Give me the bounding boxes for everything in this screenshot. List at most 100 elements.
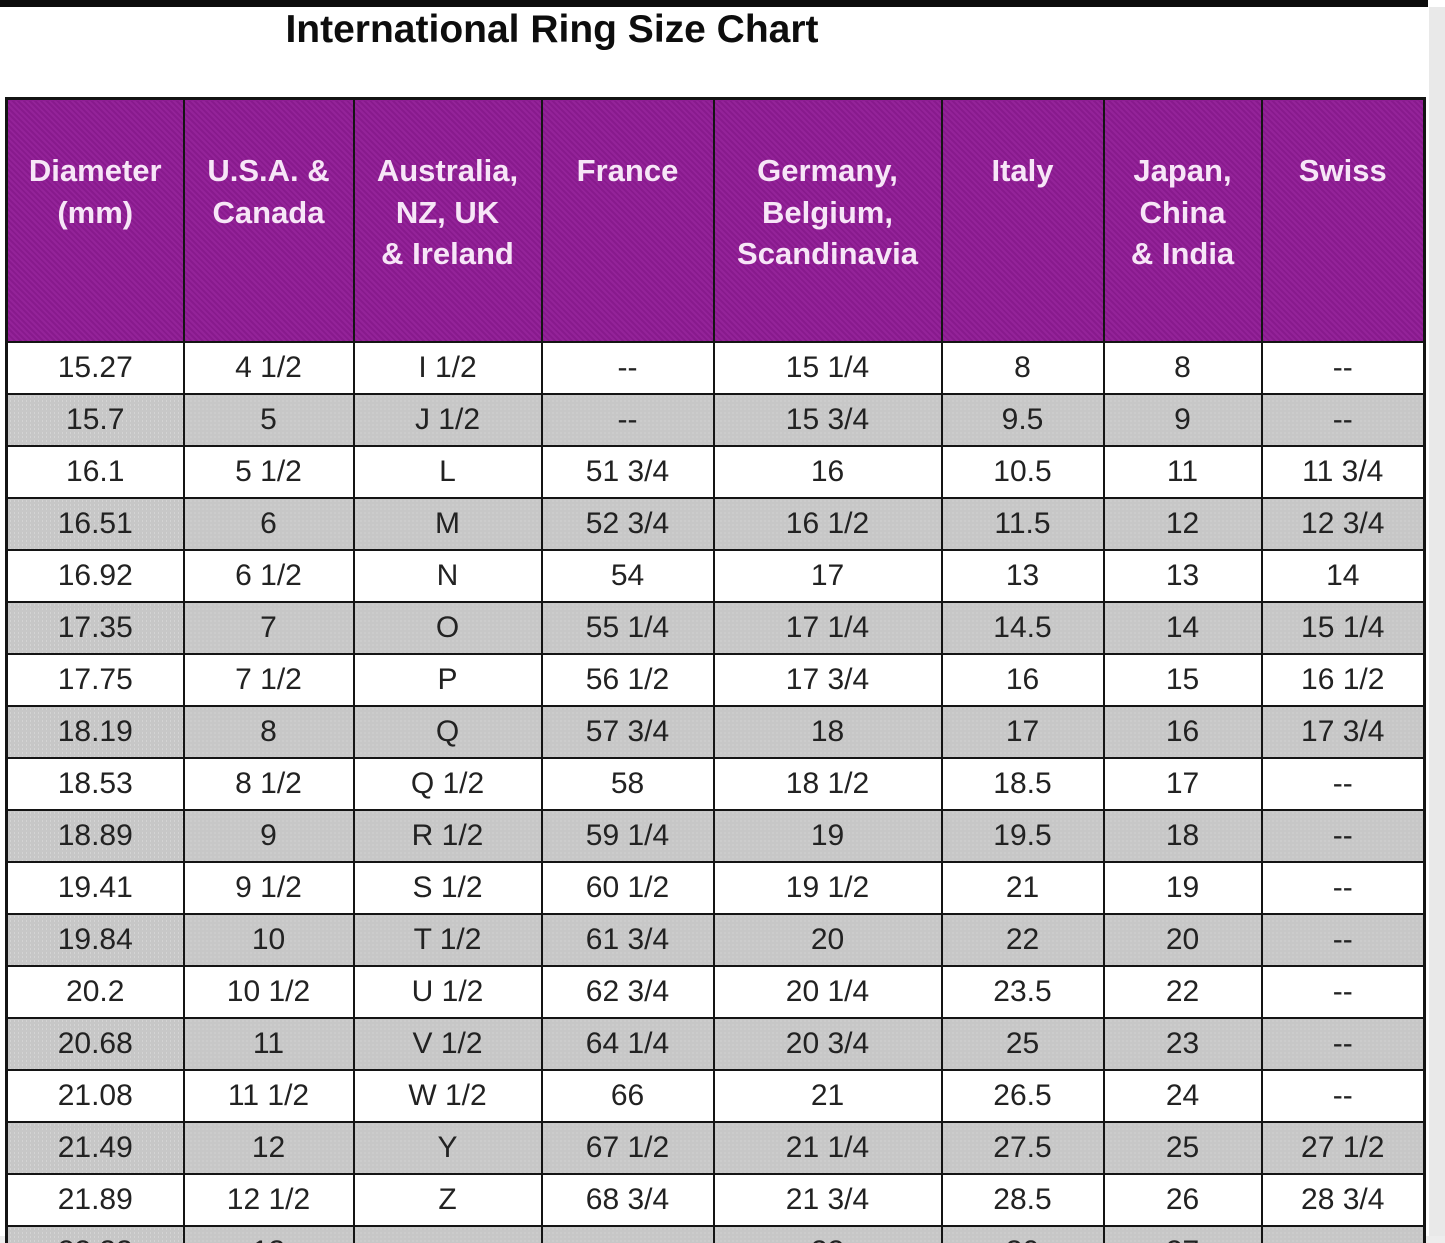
table-cell: 22 <box>712 1225 943 1243</box>
table-cell: T 1/2 <box>352 913 543 967</box>
table-cell: 11 1/2 <box>182 1069 355 1123</box>
table-cell: 12 3/4 <box>1260 497 1426 551</box>
table-cell: 17.35 <box>5 601 185 655</box>
table-cell: 10 <box>182 913 355 967</box>
table-cell: 21.49 <box>5 1121 185 1175</box>
table-cell: 19.41 <box>5 861 185 915</box>
table-row: 16.92 6 1/2 N 54 17 13 13 14 <box>5 549 1426 603</box>
table-cell: 23 <box>1102 1017 1263 1071</box>
table-cell: 20.68 <box>5 1017 185 1071</box>
table-cell: 7 1/2 <box>182 653 355 707</box>
table-cell: 17 <box>940 705 1105 759</box>
column-header-2: Australia, NZ, UK & Ireland <box>352 97 543 343</box>
table-cell: -- <box>1260 1225 1426 1243</box>
table-cell: 21.89 <box>5 1173 185 1227</box>
table-cell: 23.5 <box>940 965 1105 1019</box>
table-cell: 19 <box>712 809 943 863</box>
table-cell: 14 <box>1102 601 1263 655</box>
table-cell: 27.5 <box>940 1121 1105 1175</box>
table-cell: L <box>352 445 543 499</box>
table-cell: 62 3/4 <box>540 965 715 1019</box>
table-row: 15.27 4 1/2 I 1/2 -- 15 1/4 8 8 -- <box>5 341 1426 395</box>
table-cell: 18.19 <box>5 705 185 759</box>
table-cell: 17 <box>1102 757 1263 811</box>
table-cell: -- <box>1260 341 1426 395</box>
table-cell: 25 <box>1102 1121 1263 1175</box>
table-cell: 13 <box>1102 549 1263 603</box>
table-cell: 15 1/4 <box>1260 601 1426 655</box>
table-cell: 16 1/2 <box>712 497 943 551</box>
table-cell: -- <box>352 1225 543 1243</box>
table-cell: Z <box>352 1173 543 1227</box>
table-cell: 10.5 <box>940 445 1105 499</box>
table-cell: 60 1/2 <box>540 861 715 915</box>
table-cell: 11 <box>182 1017 355 1071</box>
table-cell: I 1/2 <box>352 341 543 395</box>
table-cell: 15.7 <box>5 393 185 447</box>
table-cell: 19.84 <box>5 913 185 967</box>
table-cell: 58 <box>540 757 715 811</box>
table-cell: V 1/2 <box>352 1017 543 1071</box>
table-cell: 28.5 <box>940 1173 1105 1227</box>
table-row: 18.53 8 1/2 Q 1/2 58 18 1/2 18.5 17 -- <box>5 757 1426 811</box>
table-cell: O <box>352 601 543 655</box>
table-cell: 16 <box>712 445 943 499</box>
table-cell: 5 1/2 <box>182 445 355 499</box>
table-cell: 8 1/2 <box>182 757 355 811</box>
table-cell: 26 <box>1102 1173 1263 1227</box>
table-cell: 16.51 <box>5 497 185 551</box>
table-cell: J 1/2 <box>352 393 543 447</box>
table-cell: 9 1/2 <box>182 861 355 915</box>
table-row: 21.49 12 Y 67 1/2 21 1/4 27.5 25 27 1/2 <box>5 1121 1426 1175</box>
table-cell: 21.08 <box>5 1069 185 1123</box>
table-cell: 28 3/4 <box>1260 1173 1426 1227</box>
table-cell: -- <box>1260 913 1426 967</box>
table-cell: 14 <box>1260 549 1426 603</box>
table-row: 21.89 12 1/2 Z 68 3/4 21 3/4 28.5 26 28 3/4 <box>5 1173 1426 1227</box>
page-title: International Ring Size Chart <box>285 8 819 51</box>
table-row: 18.89 9 R 1/2 59 1/4 19 19.5 18 -- <box>5 809 1426 863</box>
table-cell: 7 <box>182 601 355 655</box>
table-cell: 16 1/2 <box>1260 653 1426 707</box>
table-cell: 16 <box>1102 705 1263 759</box>
table-cell: 15.27 <box>5 341 185 395</box>
table-cell: 16.92 <box>5 549 185 603</box>
table-row: 20.2 10 1/2 U 1/2 62 3/4 20 1/4 23.5 22 -- <box>5 965 1426 1019</box>
table-cell: 9 <box>1102 393 1263 447</box>
table-cell: 11 3/4 <box>1260 445 1426 499</box>
table-cell: 57 3/4 <box>540 705 715 759</box>
table-cell: 18.89 <box>5 809 185 863</box>
table-cell: N <box>352 549 543 603</box>
table-cell: 26.5 <box>940 1069 1105 1123</box>
column-header-5: Italy <box>940 97 1105 343</box>
table-cell: 17.75 <box>5 653 185 707</box>
table-cell: -- <box>1260 861 1426 915</box>
table-cell: 19 1/2 <box>712 861 943 915</box>
table-cell: 17 3/4 <box>712 653 943 707</box>
table-cell: 59 1/4 <box>540 809 715 863</box>
table-cell: 20 3/4 <box>712 1017 943 1071</box>
table-cell: 20 <box>1102 913 1263 967</box>
table-row: 21.08 11 1/2 W 1/2 66 21 26.5 24 -- <box>5 1069 1426 1123</box>
table-cell: 22.33 <box>5 1225 185 1243</box>
column-header-3: France <box>540 97 715 343</box>
table-cell: 12 1/2 <box>182 1173 355 1227</box>
table-cell: 30 <box>940 1225 1105 1243</box>
table-cell: 19.5 <box>940 809 1105 863</box>
table-cell: 22 <box>940 913 1105 967</box>
column-header-4: Germany, Belgium, Scandinavia <box>712 97 943 343</box>
table-cell: U 1/2 <box>352 965 543 1019</box>
table-cell: 6 <box>182 497 355 551</box>
table-cell: 64 1/4 <box>540 1017 715 1071</box>
table-cell: -- <box>540 1225 715 1243</box>
table-cell: 16.1 <box>5 445 185 499</box>
table-cell: 21 <box>940 861 1105 915</box>
table-cell: 20.2 <box>5 965 185 1019</box>
table-cell: 22 <box>1102 965 1263 1019</box>
table-cell: 18 1/2 <box>712 757 943 811</box>
table-cell: 68 3/4 <box>540 1173 715 1227</box>
table-row: 15.7 5 J 1/2 -- 15 3/4 9.5 9 -- <box>5 393 1426 447</box>
table-cell: 56 1/2 <box>540 653 715 707</box>
table-row: 16.51 6 M 52 3/4 16 1/2 11.5 12 12 3/4 <box>5 497 1426 551</box>
